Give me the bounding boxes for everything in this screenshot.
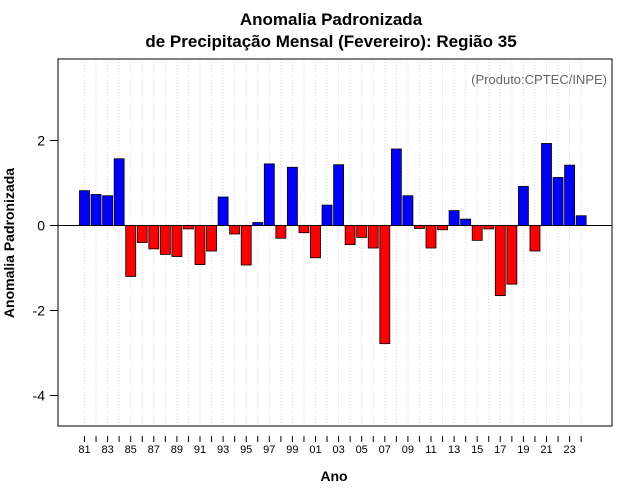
- x-tick-label: 93: [217, 444, 229, 456]
- bar-88: [159, 225, 171, 255]
- bar-02: [321, 204, 333, 226]
- x-tick-label: 95: [240, 444, 252, 456]
- bar-04: [344, 225, 356, 246]
- x-tick-label: 23: [563, 444, 575, 456]
- bar-81: [79, 190, 90, 226]
- bar-24: [575, 215, 587, 226]
- x-axis-label: Ano: [320, 468, 347, 484]
- bar-22: [552, 177, 564, 226]
- y-tick-label: 2: [37, 133, 45, 149]
- bar-99: [286, 166, 298, 226]
- x-tick-label: 09: [402, 444, 414, 456]
- x-axis: 81 83 85 87 89 91 93 95 97 99 01 03 05 07 09 11 13 15 17 19…: [78, 436, 582, 456]
- bar-09: [402, 195, 414, 226]
- x-tick-label: 05: [356, 444, 368, 456]
- y-axis: -4 -2 0 2: [33, 133, 58, 404]
- bar-13: [448, 210, 460, 226]
- bar-11: [425, 225, 437, 249]
- x-tick-label: 13: [448, 444, 460, 456]
- bar-14: [460, 218, 472, 226]
- x-tick-label: 17: [494, 444, 506, 456]
- bar-90: [183, 225, 194, 230]
- bar-05: [356, 225, 368, 238]
- x-tick-label: 03: [332, 444, 344, 456]
- bar-03: [333, 164, 345, 226]
- bar-92: [206, 225, 217, 252]
- bar-07: [379, 225, 391, 345]
- bars: [79, 143, 587, 345]
- bar-21: [541, 143, 552, 226]
- bar-96: [252, 222, 264, 226]
- bar-00: [298, 225, 310, 234]
- x-tick-label: 21: [540, 444, 552, 456]
- bar-97: [263, 163, 275, 226]
- y-tick-label: -4: [33, 388, 46, 404]
- bar-82: [90, 194, 102, 226]
- x-tick-label: 91: [194, 444, 206, 456]
- bar-85: [125, 225, 137, 277]
- chart-title: Anomalia Padronizada: [240, 10, 423, 29]
- bar-95: [240, 225, 252, 266]
- bar-91: [194, 225, 206, 265]
- bar-10: [414, 225, 425, 229]
- bar-20: [529, 225, 541, 252]
- x-tick-label: 87: [148, 444, 160, 456]
- bar-87: [148, 225, 160, 250]
- bar-01: [310, 225, 321, 259]
- x-tick-label: 99: [286, 444, 298, 456]
- bar-15: [471, 225, 483, 241]
- x-tick-label: 15: [471, 444, 483, 456]
- x-tick-label: 19: [517, 444, 529, 456]
- source-note: (Produto:CPTEC/INPE): [471, 72, 607, 87]
- x-tick-label: 11: [425, 444, 436, 456]
- bar-23: [564, 164, 575, 226]
- bar-84: [113, 158, 125, 226]
- x-tick-label: 07: [379, 444, 391, 456]
- y-tick-label: -2: [33, 303, 46, 319]
- x-tick-label: 83: [101, 444, 113, 456]
- bar-06: [367, 225, 379, 249]
- bar-12: [437, 225, 448, 231]
- x-tick-label: 85: [125, 444, 137, 456]
- x-tick-label: 89: [171, 444, 183, 456]
- bar-17: [494, 225, 506, 297]
- y-tick-label: 0: [37, 218, 45, 234]
- chart-subtitle: de Precipitação Mensal (Fevereiro): Regi…: [145, 32, 516, 51]
- x-tick-label: 81: [78, 444, 90, 456]
- bar-83: [102, 195, 113, 226]
- plot-frame: [57, 58, 613, 427]
- bar-98: [275, 225, 287, 239]
- bar-89: [171, 225, 183, 257]
- bar-16: [483, 225, 495, 230]
- bar-94: [229, 225, 241, 235]
- x-tick-label: 97: [263, 444, 275, 456]
- bar-86: [136, 225, 148, 243]
- x-tick-label: 01: [309, 444, 321, 456]
- bar-08: [390, 148, 402, 226]
- bar-19: [518, 185, 529, 226]
- bar-18: [506, 225, 518, 285]
- y-axis-label: Anomalia Padronizada: [1, 168, 17, 318]
- bar-93: [217, 196, 229, 226]
